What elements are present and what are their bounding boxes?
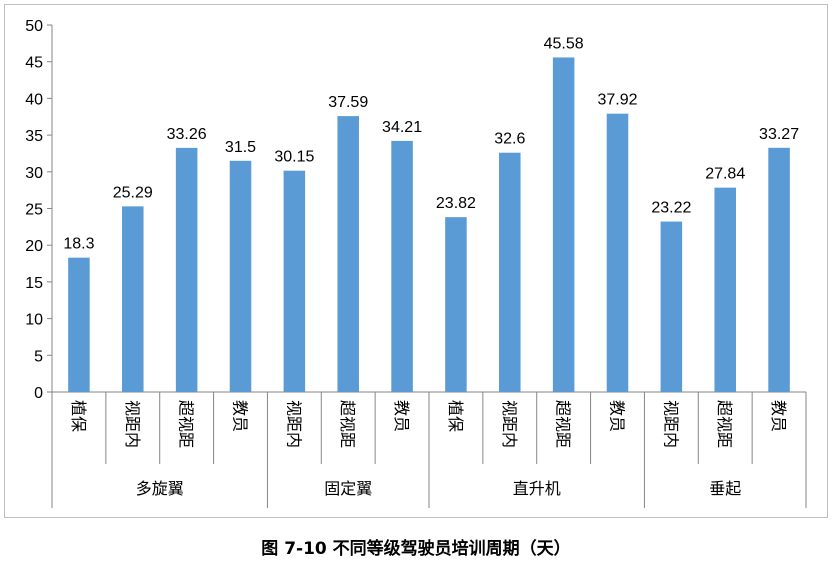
group-label: 直升机 bbox=[513, 479, 561, 498]
data-label: 33.27 bbox=[759, 126, 799, 143]
y-tick-label: 0 bbox=[34, 385, 43, 402]
category-label: 视距内 bbox=[500, 400, 519, 448]
y-tick-label: 45 bbox=[25, 55, 43, 72]
figure-caption: 图 7-10 不同等级驾驶员培训周期（天） bbox=[261, 539, 571, 559]
group-label: 垂起 bbox=[709, 479, 741, 498]
bar bbox=[445, 217, 467, 392]
data-label: 33.26 bbox=[167, 126, 207, 143]
group-label: 多旋翼 bbox=[136, 479, 184, 498]
data-label: 25.29 bbox=[113, 184, 153, 201]
category-label: 教员 bbox=[608, 400, 627, 432]
y-tick-label: 10 bbox=[25, 312, 43, 329]
category-label: 视距内 bbox=[284, 400, 303, 448]
data-label: 23.82 bbox=[436, 195, 476, 212]
category-label: 视距内 bbox=[123, 400, 142, 448]
bar bbox=[122, 206, 144, 392]
y-tick-label: 30 bbox=[25, 165, 43, 182]
data-label: 18.3 bbox=[63, 236, 94, 253]
data-label: 31.5 bbox=[225, 139, 256, 156]
bar bbox=[499, 152, 521, 392]
bar-chart: 0 5 10 15 20 25 30 35 40 45 50 18.3 植保 25.29 视距内 33.26 超… bbox=[25, 18, 807, 508]
data-label: 30.15 bbox=[274, 149, 314, 166]
bar bbox=[768, 147, 790, 392]
bar bbox=[391, 140, 413, 392]
category-label: 超视距 bbox=[554, 400, 573, 448]
category-label: 教员 bbox=[392, 400, 411, 432]
category-label: 超视距 bbox=[177, 400, 196, 448]
y-tick-label: 5 bbox=[34, 348, 43, 365]
data-label: 34.21 bbox=[382, 119, 422, 136]
y-tick-label: 20 bbox=[25, 238, 43, 255]
data-label: 37.59 bbox=[328, 94, 368, 111]
group-label: 固定翼 bbox=[324, 479, 372, 498]
y-tick-label: 25 bbox=[25, 202, 43, 219]
bar bbox=[283, 170, 306, 392]
data-label: 45.58 bbox=[544, 35, 584, 52]
y-tick-label: 40 bbox=[25, 91, 43, 108]
y-tick-label: 35 bbox=[25, 128, 43, 145]
bar bbox=[229, 160, 252, 392]
category-label: 超视距 bbox=[715, 400, 734, 448]
y-tick-label: 15 bbox=[25, 275, 43, 292]
category-label: 超视距 bbox=[338, 400, 357, 448]
category-label: 视距内 bbox=[661, 400, 680, 448]
data-label: 37.92 bbox=[597, 92, 637, 109]
category-label: 教员 bbox=[769, 400, 788, 432]
data-label: 27.84 bbox=[705, 166, 745, 183]
data-label: 32.6 bbox=[494, 131, 525, 148]
bar bbox=[68, 257, 90, 392]
bar bbox=[606, 113, 629, 392]
category-label: 植保 bbox=[446, 400, 465, 432]
category-label: 植保 bbox=[69, 400, 88, 432]
bar bbox=[175, 147, 198, 392]
category-label: 教员 bbox=[231, 400, 250, 432]
bar bbox=[660, 221, 683, 392]
bar bbox=[552, 57, 575, 392]
y-tick-label: 50 bbox=[25, 18, 43, 35]
bar bbox=[714, 187, 736, 392]
bar bbox=[337, 116, 359, 392]
data-label: 23.22 bbox=[651, 200, 691, 217]
